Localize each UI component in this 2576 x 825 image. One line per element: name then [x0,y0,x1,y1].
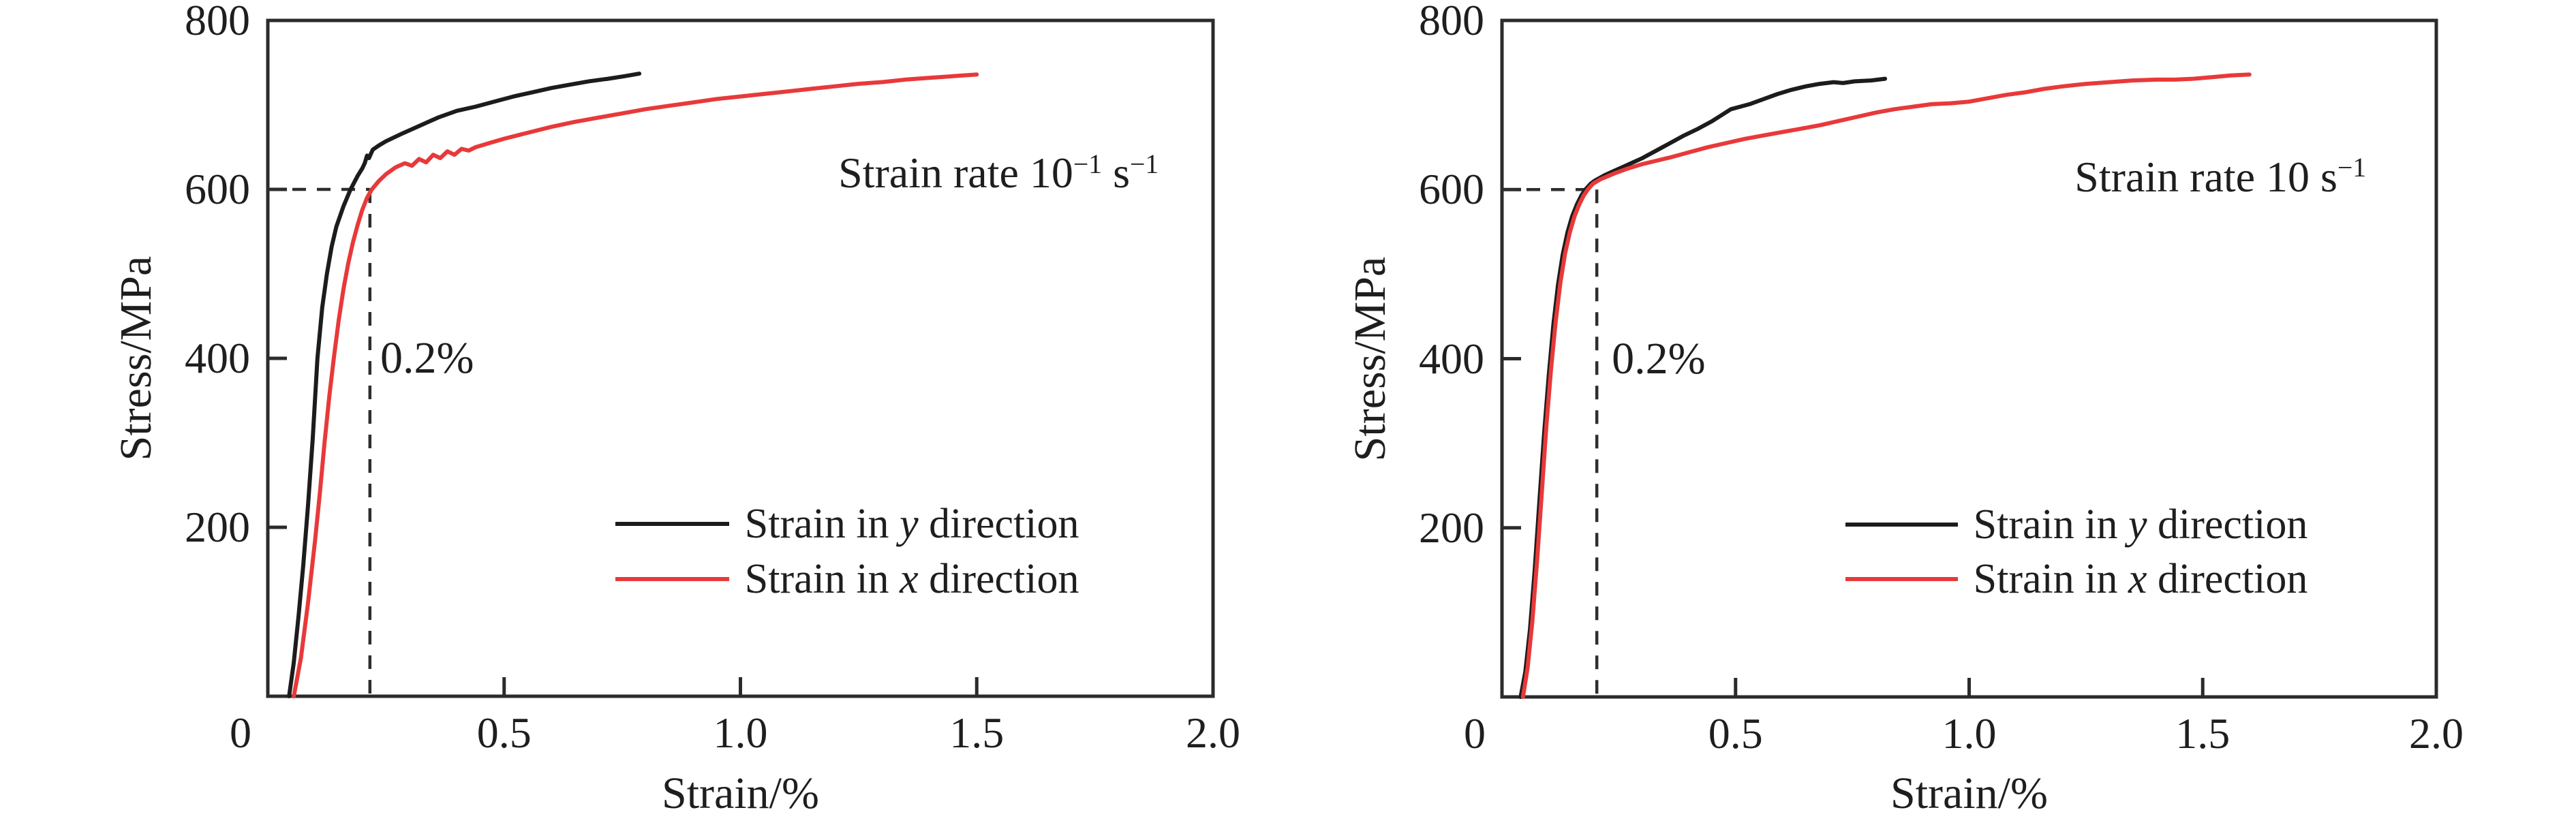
curve-strain-y-direction [1518,76,1888,699]
annotation-text: s [1102,149,1131,198]
legend-label: Strain in x direction [745,558,1079,600]
legend-text: direction [2147,556,2308,603]
superscript: −1 [2337,152,2367,183]
superscript: −1 [1073,149,1103,179]
legend-text: direction [918,501,1079,548]
y-axis-title: Stress/MPa [1345,256,1395,461]
superscript: −1 [1130,149,1159,179]
x-tick-label: 1.5 [949,709,1005,757]
x-tick-label: 1.5 [2175,709,2230,758]
y-tick-label: 600 [1419,165,1484,214]
y-ticks [1502,18,1521,530]
legend-text: direction [2147,501,2308,548]
legend-direction-variable: x [2128,556,2147,603]
y-tick-label: 200 [1419,503,1484,552]
plot-area [1500,18,2438,699]
x-axis-title: Strain/% [662,768,819,818]
legend-text: Strain in [744,501,900,548]
y-axis-title: Stress/MPa [111,255,161,461]
x-tick-label: 1.0 [1942,709,1997,758]
x-axis-title: Strain/% [1890,768,2048,818]
panel-strain-rate-0.1: Stress/MPa Strain/% Strain rate 10−1 s−1… [111,0,1240,818]
y-tick-label: 400 [1419,334,1484,383]
offset-yield-label: 0.2% [380,333,474,383]
legend-direction-variable: x [900,555,919,602]
legend-label: Strain in x direction [1974,558,2308,600]
annotation-text: Strain rate 10 [838,149,1073,198]
y-tick-label: 400 [185,334,250,382]
plot-area [266,18,1215,698]
curve-strain-x-direction [1520,72,2252,699]
x-ticks [502,677,1215,696]
panel-strain-rate-10: Stress/MPa Strain/% Strain rate 10 s−1 0… [1288,0,2576,825]
x-tick-label: 0 [230,709,251,757]
x-tick-label: 0.5 [1708,709,1763,758]
x-tick-label: 1.0 [713,709,768,757]
y-tick-label: 800 [185,0,250,44]
legend-swatch [615,522,729,527]
legend-text: Strain in [744,555,900,602]
x-ticks [1734,678,2438,697]
curve-strain-x-direction [292,72,979,698]
legend-text: Strain in [1973,556,2128,603]
y-tick-label: 600 [185,165,250,213]
legend-text: Strain in [1973,501,2128,548]
x-tick-label: 2.0 [2409,709,2464,758]
x-tick-label: 2.0 [1186,709,1240,757]
legend-swatch [1845,577,1959,582]
legend-swatch [615,576,729,581]
offset-yield-label: 0.2% [1612,333,1706,384]
legend-label: Strain in y direction [1974,503,2308,546]
legend-text: direction [918,555,1079,602]
strain-rate-annotation: Strain rate 10 s−1 [2074,152,2367,201]
annotation-text: Strain rate 10 s [2074,152,2337,201]
y-tick-label: 200 [185,503,250,551]
strain-rate-annotation: Strain rate 10−1 s−1 [838,151,1159,195]
legend-label: Strain in y direction [745,503,1079,545]
y-ticks [268,18,287,529]
x-tick-label: 0.5 [476,709,532,757]
legend-direction-variable: y [900,501,919,548]
legend-direction-variable: y [2128,501,2147,548]
x-tick-label: 0 [1464,709,1486,758]
y-tick-label: 800 [1419,0,1484,44]
legend-swatch [1845,522,1959,527]
curve-strain-y-direction [287,72,642,698]
